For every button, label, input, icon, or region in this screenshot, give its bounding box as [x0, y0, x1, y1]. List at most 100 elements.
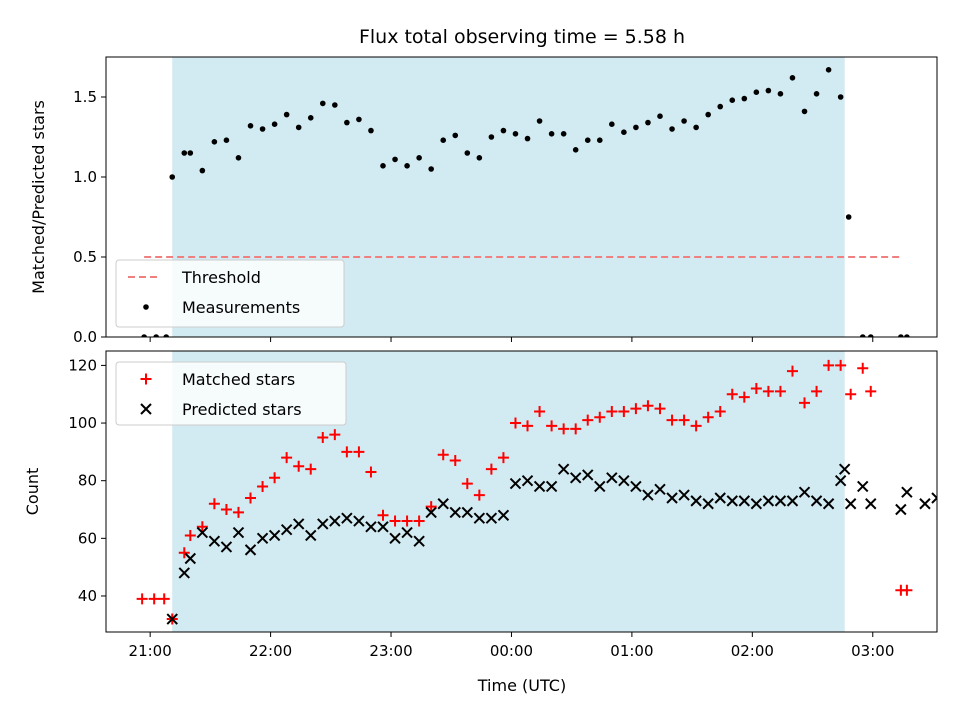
- y-tick-label: 0.0: [73, 328, 97, 346]
- measurement-point: [789, 75, 796, 81]
- matched-star-point: [702, 411, 714, 423]
- matched-star-point: [245, 492, 257, 504]
- measurement-point: [283, 111, 290, 118]
- legend-predicted-swatch: [140, 403, 152, 415]
- measurement-point: [867, 334, 874, 337]
- measurement-point: [536, 118, 543, 124]
- measurement-point: [845, 214, 852, 220]
- series-1-0: [136, 359, 913, 625]
- x-tick-label: 03:00: [851, 642, 894, 660]
- matched-star-point: [857, 362, 869, 374]
- predicted-star-point: [317, 518, 329, 530]
- chart-title: Flux total observing time = 5.58 h: [359, 26, 685, 48]
- legend-label: Predicted stars: [182, 400, 302, 419]
- matched-star-point: [497, 452, 509, 464]
- measurement-point: [488, 134, 495, 140]
- matched-star-point: [522, 420, 534, 432]
- predicted-star-point: [822, 498, 835, 510]
- y-tick-label: 1.5: [73, 88, 97, 106]
- measurement-point: [163, 334, 170, 337]
- y-tick-label: 100: [68, 414, 97, 432]
- measurement-point: [717, 103, 724, 110]
- y-axis-title: Matched/Predicted stars: [29, 100, 48, 294]
- matched-star-point: [630, 403, 642, 415]
- measurement-point: [368, 127, 374, 134]
- predicted-star-point: [389, 532, 401, 545]
- measurement-point: [319, 100, 326, 107]
- predicted-star-point: [365, 521, 377, 533]
- measurement-point: [705, 111, 711, 118]
- predicted-star-point: [437, 498, 449, 510]
- measurement-point: [307, 115, 314, 121]
- matched-star-point: [437, 449, 449, 461]
- predicted-star-point: [473, 512, 486, 524]
- matched-star-point: [654, 403, 666, 415]
- predicted-star-point: [305, 529, 317, 542]
- matched-star-point: [738, 391, 750, 403]
- measurement-point: [765, 87, 772, 94]
- measurement-point: [187, 150, 194, 156]
- predicted-star-point: [509, 477, 522, 490]
- measurement-point: [560, 131, 567, 137]
- matched-star-point: [594, 411, 606, 423]
- measurement-point: [332, 102, 338, 108]
- y-tick-label: 60: [78, 529, 97, 547]
- legend-box: [115, 361, 347, 426]
- matched-star-point: [799, 397, 811, 409]
- matched-star-point: [618, 406, 630, 418]
- predicted-star-point: [280, 523, 293, 536]
- measurement-point: [801, 108, 808, 115]
- measurement-point: [596, 137, 603, 143]
- measurement-point: [813, 91, 820, 97]
- measurement-point: [259, 126, 266, 132]
- matched-star-point: [582, 414, 594, 426]
- predicted-star-point: [630, 480, 642, 493]
- matched-star-point: [901, 584, 913, 596]
- matched-star-point: [534, 406, 546, 418]
- x-tick-label: 00:00: [490, 642, 533, 660]
- matched-star-point: [413, 515, 425, 527]
- legend: Matched stars Predicted stars: [115, 361, 347, 426]
- measurement-point: [428, 166, 434, 172]
- measurement-point: [181, 150, 188, 156]
- matched-star-point: [546, 420, 558, 432]
- measurement-point: [271, 121, 278, 127]
- measurement-point: [609, 121, 615, 127]
- predicted-star-point: [341, 512, 353, 524]
- matched-star-point: [232, 506, 244, 518]
- predicted-star-point: [582, 469, 594, 481]
- measurement-point: [681, 118, 687, 124]
- predicted-star-point: [786, 495, 799, 507]
- ratio-panel: 0.0 0.5 1.0 1.5 Matched/Predicted stars Thres…: [29, 56, 938, 346]
- predicted-star-point: [256, 532, 269, 545]
- matched-star-point: [184, 529, 196, 541]
- x-axis-title: Time (UTC): [477, 676, 566, 695]
- axes-frame: [105, 350, 938, 633]
- matched-star-point: [220, 504, 232, 516]
- matched-star-point: [823, 359, 835, 371]
- matched-star-point: [835, 359, 847, 371]
- predicted-star-point: [606, 472, 618, 484]
- measurement-point: [657, 113, 663, 119]
- predicted-star-point: [545, 480, 558, 493]
- matched-star-point: [762, 385, 774, 397]
- measurement-point: [440, 137, 447, 143]
- matched-star-point: [425, 501, 437, 513]
- predicted-star-point: [618, 474, 630, 487]
- measurement-point: [416, 155, 422, 161]
- predicted-star-point: [750, 498, 763, 510]
- predicted-star-point: [844, 498, 857, 510]
- measurement-point: [404, 163, 410, 169]
- predicted-star-point: [654, 483, 666, 496]
- matched-star-point: [401, 515, 413, 527]
- measurement-point: [392, 156, 398, 163]
- legend-measurement-swatch: [143, 304, 149, 310]
- legend-box: [115, 259, 345, 328]
- measurement-point: [153, 334, 159, 337]
- y-tick-label: 1.0: [73, 168, 97, 186]
- measurement-point: [753, 89, 760, 95]
- predicted-star-point: [838, 463, 851, 475]
- measurement-point: [645, 119, 651, 126]
- x-tick-label: 01:00: [610, 642, 653, 660]
- measurement-point: [295, 124, 302, 131]
